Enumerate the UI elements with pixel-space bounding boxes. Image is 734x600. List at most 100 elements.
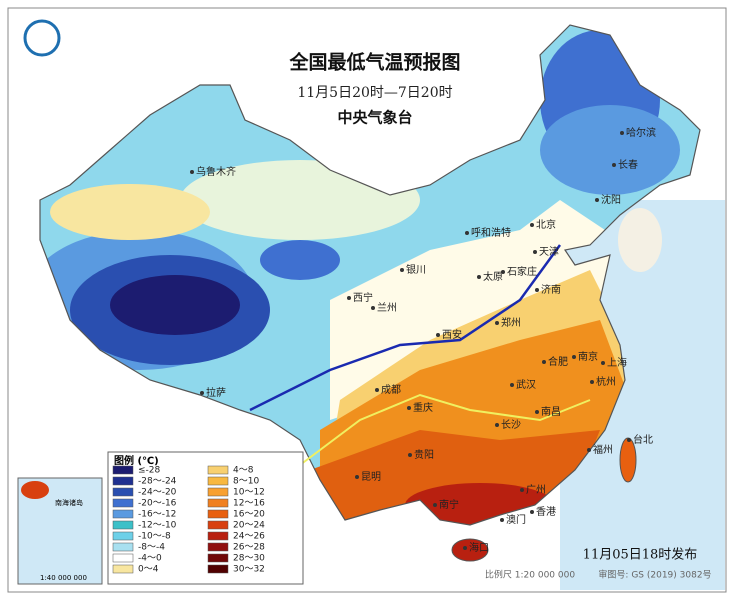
legend-swatch xyxy=(112,498,134,508)
city-label: 南宁 xyxy=(439,498,459,511)
legend-label: 16～20 xyxy=(233,510,265,520)
legend-swatch xyxy=(112,465,134,475)
legend-label: 20～24 xyxy=(233,521,265,531)
legend-title: 图例 (℃) xyxy=(114,454,159,467)
city-label: 合肥 xyxy=(548,355,568,368)
city-dot xyxy=(510,383,514,387)
legend-label: -8～-4 xyxy=(138,543,165,553)
city-dot xyxy=(400,268,404,272)
ten-line xyxy=(299,393,591,466)
legend-label: 12～16 xyxy=(233,499,265,509)
scale: 比例尺 1:20 000 000 xyxy=(485,569,575,581)
legend-label: -12～-10 xyxy=(138,521,177,531)
city-dot xyxy=(601,361,605,365)
city-label: 香港 xyxy=(536,506,556,518)
city-dot xyxy=(542,360,546,364)
city-dot xyxy=(590,380,594,384)
legend-swatch xyxy=(207,509,229,519)
city-label: 兰州 xyxy=(377,301,397,314)
legend-label: 26～28 xyxy=(233,543,265,553)
legend-swatch xyxy=(207,487,229,497)
city-dot xyxy=(495,423,499,427)
city-label: 沈阳 xyxy=(601,193,621,206)
city-dot xyxy=(190,170,194,174)
city-label: 乌鲁木齐 xyxy=(196,165,236,178)
legend-label: 0～4 xyxy=(138,565,159,575)
legend-label: 10～12 xyxy=(233,488,265,498)
city-label: 济南 xyxy=(541,283,561,296)
city-dot xyxy=(533,250,537,254)
legend-label: 8～10 xyxy=(233,477,259,487)
city-dot xyxy=(408,453,412,457)
city-label: 武汉 xyxy=(516,378,536,391)
city-label: 太原 xyxy=(483,270,503,283)
city-label: 西安 xyxy=(442,328,462,341)
city-dot xyxy=(371,306,375,310)
city-label: 成都 xyxy=(381,384,401,396)
city-label: 昆明 xyxy=(361,471,381,483)
city-label: 重庆 xyxy=(413,401,433,414)
city-dot xyxy=(612,163,616,167)
city-dot xyxy=(500,518,504,522)
city-label: 西宁 xyxy=(353,291,373,304)
city-dot xyxy=(535,410,539,414)
logo xyxy=(23,19,61,57)
city-dot xyxy=(407,406,411,410)
issued: 11月05日18时发布 xyxy=(583,547,698,563)
city-label: 天津 xyxy=(539,246,559,258)
city-dot xyxy=(463,546,467,550)
legend-swatch xyxy=(112,564,134,574)
legend-label: 24～26 xyxy=(233,532,265,542)
city-label: 北京 xyxy=(536,218,556,231)
legend-swatch xyxy=(207,542,229,552)
legend-label: -4～0 xyxy=(138,554,162,564)
inset-land xyxy=(21,481,49,499)
legend-label: 28～30 xyxy=(233,554,265,564)
city-label: 长沙 xyxy=(501,419,521,431)
legend-swatch xyxy=(112,553,134,563)
legend-swatch xyxy=(112,476,134,486)
city-label: 上海 xyxy=(607,356,627,369)
legend-swatch xyxy=(207,553,229,563)
city-dot xyxy=(375,388,379,392)
city-dot xyxy=(347,296,351,300)
city-label: 南昌 xyxy=(541,405,561,418)
city-label: 拉萨 xyxy=(206,386,226,399)
city-dot xyxy=(530,223,534,227)
legend-box xyxy=(107,451,304,585)
city-label: 石家庄 xyxy=(507,265,537,278)
inset-scale: 1:40 000 000 xyxy=(40,574,87,582)
hainan xyxy=(451,538,489,562)
city-dot xyxy=(572,355,576,359)
title: 全国最低气温预报图 xyxy=(288,51,460,74)
city-dot xyxy=(535,288,539,292)
subtitle: 11月5日20时—7日20时 xyxy=(297,85,452,101)
legend-swatch xyxy=(207,498,229,508)
legend-swatch xyxy=(112,509,134,519)
zero-line xyxy=(249,244,562,412)
legend: ≤-28-28～-24-24～-20-20～-16-16～-12-12～-10-… xyxy=(112,465,265,575)
city-label: 哈尔滨 xyxy=(626,126,656,139)
city-dot xyxy=(627,438,631,442)
legend-label: -24～-20 xyxy=(138,488,177,498)
legend-label: -10～-8 xyxy=(138,532,171,542)
city-dot xyxy=(495,321,499,325)
city-dot xyxy=(200,391,204,395)
city-dot xyxy=(477,275,481,279)
city-label: 贵阳 xyxy=(414,448,434,461)
legend-label: -16～-12 xyxy=(138,510,176,520)
city-dot xyxy=(501,270,505,274)
city-label: 长春 xyxy=(618,159,638,171)
city-label: 郑州 xyxy=(501,316,521,329)
legend-swatch xyxy=(207,465,229,475)
korea xyxy=(618,208,662,272)
city-label: 海口 xyxy=(469,541,489,554)
legend-label: 4～8 xyxy=(233,466,254,476)
legend-label: -20～-16 xyxy=(138,499,177,509)
city-dot xyxy=(595,198,599,202)
city-label: 广州 xyxy=(526,484,546,496)
legend-swatch xyxy=(207,476,229,486)
city-dot xyxy=(465,231,469,235)
